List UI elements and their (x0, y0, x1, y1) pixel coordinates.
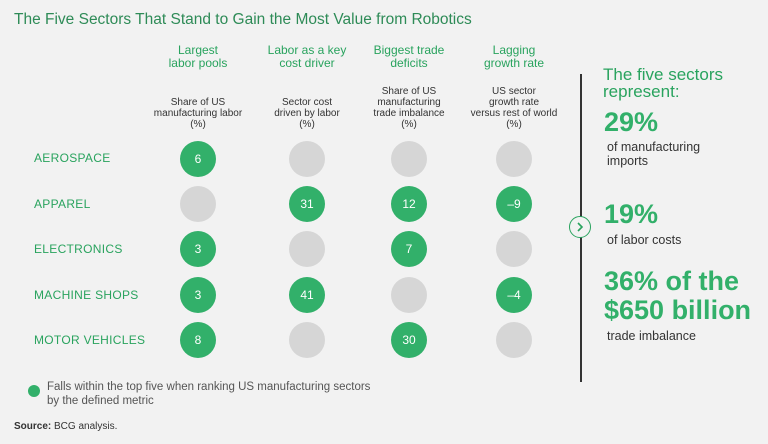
matrix-dot (180, 186, 216, 222)
matrix-dot: –9 (496, 186, 532, 222)
matrix-dot (289, 231, 325, 267)
column-heading-labor-cost-driver: Labor as a key cost driver (252, 44, 362, 70)
chevron-right-icon (569, 216, 591, 238)
heading-line: growth rate (483, 56, 545, 70)
stat-imports-value: 29% (604, 107, 659, 137)
heading-line: Lagging (492, 43, 536, 57)
chart-title: The Five Sectors That Stand to Gain the … (14, 11, 472, 28)
column-metric-trade-deficits: Share of US manufacturing trade imbalanc… (354, 86, 464, 130)
source-label: Source: (14, 421, 52, 432)
metric-line: Sector cost (281, 97, 333, 108)
matrix-dot: –4 (496, 277, 532, 313)
matrix-dot: 12 (391, 186, 427, 222)
source-text: BCG analysis. (54, 421, 118, 432)
metric-line: (%) (299, 119, 315, 130)
column-metric-largest-labor-pools: Share of US manufacturing labor (%) (143, 97, 253, 130)
heading-line: deficits (390, 56, 428, 70)
metric-line: Share of US (381, 86, 437, 97)
row-label-apparel: APPAREL (34, 197, 91, 211)
metric-line: US sector (492, 86, 536, 97)
matrix-dot (289, 141, 325, 177)
matrix-dot: 3 (180, 277, 216, 313)
legend-text: Falls within the top five when ranking U… (47, 381, 371, 407)
metric-line: growth rate (488, 97, 540, 108)
metric-line: (%) (506, 119, 522, 130)
stat-trade-caption: trade imbalance (607, 329, 696, 343)
matrix-dot (496, 231, 532, 267)
heading-line: cost driver (279, 56, 335, 70)
summary-intro: The five sectors represent: (603, 66, 723, 100)
stat-labor-caption: of labor costs (607, 233, 682, 247)
row-label-aerospace: AEROSPACE (34, 151, 111, 165)
column-metric-lagging-growth: US sector growth rate versus rest of wor… (459, 86, 569, 130)
matrix-dot (496, 141, 532, 177)
caption-line: of manufacturing (607, 140, 701, 154)
metric-line: manufacturing (377, 97, 441, 108)
matrix-dot (496, 322, 532, 358)
column-heading-largest-labor-pools: Largest labor pools (143, 44, 253, 70)
metric-line: driven by labor (274, 108, 340, 119)
stat-imports-caption: of manufacturing imports (607, 140, 700, 168)
chevron-right-icon-glyph (577, 222, 584, 232)
matrix-dot: 41 (289, 277, 325, 313)
row-label-machine-shops: MACHINE SHOPS (34, 288, 139, 302)
matrix-dot (391, 141, 427, 177)
legend-dot (28, 385, 40, 397)
metric-line: Share of US (170, 97, 226, 108)
heading-line: Largest (177, 43, 219, 57)
matrix-dot: 30 (391, 322, 427, 358)
stat-trade-line: 36% of the (604, 266, 740, 296)
column-heading-lagging-growth: Lagging growth rate (459, 44, 569, 70)
row-label-motor-vehicles: MOTOR VEHICLES (34, 333, 146, 347)
heading-line: Biggest trade (373, 43, 445, 57)
matrix-dot (289, 322, 325, 358)
column-metric-labor-cost-driver: Sector cost driven by labor (%) (252, 97, 362, 130)
metric-line: trade imbalance (373, 108, 445, 119)
matrix-dot: 31 (289, 186, 325, 222)
metric-line: manufacturing labor (153, 108, 243, 119)
stat-trade-line: $650 billion (604, 295, 752, 325)
summary-intro-line: The five sectors (603, 65, 723, 84)
stat-labor-value: 19% (604, 199, 659, 229)
heading-line: Labor as a key (267, 43, 347, 57)
matrix-dot: 7 (391, 231, 427, 267)
matrix-dot: 6 (180, 141, 216, 177)
row-label-electronics: ELECTRONICS (34, 242, 123, 256)
heading-line: labor pools (168, 56, 228, 70)
summary-intro-line: represent: (603, 82, 680, 101)
source-note: Source: BCG analysis. (14, 421, 117, 432)
metric-line: (%) (401, 119, 417, 130)
stat-trade-value: 36% of the $650 billion (604, 267, 751, 325)
caption-line: imports (607, 154, 648, 168)
column-heading-trade-deficits: Biggest trade deficits (354, 44, 464, 70)
matrix-dot: 3 (180, 231, 216, 267)
matrix-dot (391, 277, 427, 313)
matrix-dot: 8 (180, 322, 216, 358)
metric-line: versus rest of world (470, 108, 558, 119)
metric-line: (%) (190, 119, 206, 130)
